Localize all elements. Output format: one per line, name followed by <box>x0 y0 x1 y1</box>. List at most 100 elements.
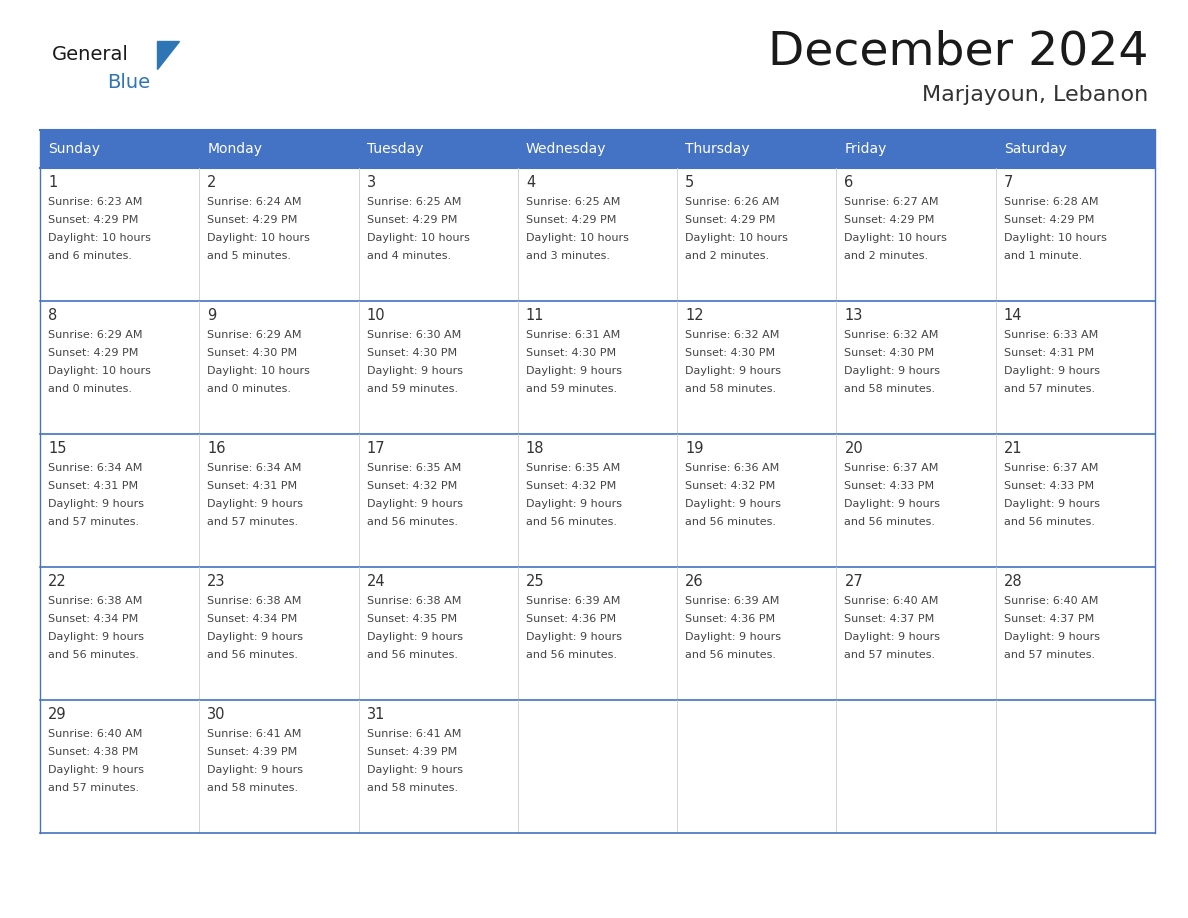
Text: Sunrise: 6:25 AM: Sunrise: 6:25 AM <box>367 197 461 207</box>
Text: 18: 18 <box>526 441 544 456</box>
Text: Daylight: 10 hours: Daylight: 10 hours <box>845 233 947 243</box>
Text: 26: 26 <box>685 574 703 589</box>
Text: and 56 minutes.: and 56 minutes. <box>845 517 935 527</box>
Text: Daylight: 9 hours: Daylight: 9 hours <box>207 632 303 642</box>
Text: Sunrise: 6:26 AM: Sunrise: 6:26 AM <box>685 197 779 207</box>
Text: 12: 12 <box>685 308 703 323</box>
Text: Sunset: 4:33 PM: Sunset: 4:33 PM <box>845 481 935 491</box>
Text: Sunset: 4:30 PM: Sunset: 4:30 PM <box>207 348 297 358</box>
Text: Sunrise: 6:38 AM: Sunrise: 6:38 AM <box>207 596 302 606</box>
Text: Sunrise: 6:29 AM: Sunrise: 6:29 AM <box>48 330 143 340</box>
Text: Daylight: 9 hours: Daylight: 9 hours <box>48 765 144 775</box>
Text: Sunset: 4:34 PM: Sunset: 4:34 PM <box>48 614 138 624</box>
Bar <box>836 700 996 833</box>
Text: Sunset: 4:29 PM: Sunset: 4:29 PM <box>207 215 298 225</box>
Text: and 57 minutes.: and 57 minutes. <box>207 517 298 527</box>
Text: Daylight: 10 hours: Daylight: 10 hours <box>207 366 310 376</box>
Text: Sunset: 4:29 PM: Sunset: 4:29 PM <box>1004 215 1094 225</box>
Text: and 59 minutes.: and 59 minutes. <box>526 384 617 394</box>
Text: Daylight: 9 hours: Daylight: 9 hours <box>207 765 303 775</box>
Text: 7: 7 <box>1004 175 1013 190</box>
Text: Daylight: 9 hours: Daylight: 9 hours <box>1004 366 1100 376</box>
Text: Daylight: 10 hours: Daylight: 10 hours <box>48 366 151 376</box>
Text: Wednesday: Wednesday <box>526 142 606 156</box>
Bar <box>40 130 1155 168</box>
Text: and 57 minutes.: and 57 minutes. <box>1004 650 1095 660</box>
Bar <box>996 301 1155 434</box>
Text: Sunday: Sunday <box>48 142 100 156</box>
Text: Thursday: Thursday <box>685 142 750 156</box>
Text: Sunset: 4:29 PM: Sunset: 4:29 PM <box>526 215 617 225</box>
Text: Sunset: 4:30 PM: Sunset: 4:30 PM <box>367 348 456 358</box>
Text: and 56 minutes.: and 56 minutes. <box>685 517 776 527</box>
Text: Daylight: 9 hours: Daylight: 9 hours <box>845 366 941 376</box>
Text: Sunset: 4:35 PM: Sunset: 4:35 PM <box>367 614 456 624</box>
Bar <box>40 700 200 833</box>
Text: General: General <box>52 46 128 64</box>
Text: 22: 22 <box>48 574 67 589</box>
Text: Daylight: 9 hours: Daylight: 9 hours <box>48 499 144 509</box>
Bar <box>836 567 996 700</box>
Bar <box>200 301 359 434</box>
Text: 5: 5 <box>685 175 695 190</box>
Text: Friday: Friday <box>845 142 886 156</box>
Text: December 2024: December 2024 <box>767 29 1148 74</box>
Text: Sunrise: 6:29 AM: Sunrise: 6:29 AM <box>207 330 302 340</box>
Text: Daylight: 9 hours: Daylight: 9 hours <box>367 499 462 509</box>
Bar <box>677 700 836 833</box>
Bar <box>40 301 200 434</box>
Text: and 56 minutes.: and 56 minutes. <box>207 650 298 660</box>
Text: Sunset: 4:29 PM: Sunset: 4:29 PM <box>48 348 138 358</box>
Text: and 57 minutes.: and 57 minutes. <box>48 517 139 527</box>
Text: and 57 minutes.: and 57 minutes. <box>845 650 936 660</box>
Text: Sunrise: 6:37 AM: Sunrise: 6:37 AM <box>1004 463 1098 473</box>
Text: Sunrise: 6:40 AM: Sunrise: 6:40 AM <box>845 596 939 606</box>
Text: 14: 14 <box>1004 308 1022 323</box>
Text: and 58 minutes.: and 58 minutes. <box>845 384 936 394</box>
Text: Daylight: 10 hours: Daylight: 10 hours <box>367 233 469 243</box>
Text: Sunset: 4:29 PM: Sunset: 4:29 PM <box>367 215 457 225</box>
Text: and 56 minutes.: and 56 minutes. <box>526 517 617 527</box>
Text: 17: 17 <box>367 441 385 456</box>
Text: Daylight: 9 hours: Daylight: 9 hours <box>845 632 941 642</box>
Text: 29: 29 <box>48 707 67 722</box>
Text: 25: 25 <box>526 574 544 589</box>
Text: 11: 11 <box>526 308 544 323</box>
Text: and 56 minutes.: and 56 minutes. <box>48 650 139 660</box>
Text: Sunrise: 6:41 AM: Sunrise: 6:41 AM <box>207 729 302 739</box>
Text: and 57 minutes.: and 57 minutes. <box>48 783 139 793</box>
Bar <box>40 434 200 567</box>
Text: Sunset: 4:39 PM: Sunset: 4:39 PM <box>207 747 297 757</box>
Text: Sunrise: 6:24 AM: Sunrise: 6:24 AM <box>207 197 302 207</box>
Bar <box>359 301 518 434</box>
Text: and 58 minutes.: and 58 minutes. <box>207 783 298 793</box>
Bar <box>359 168 518 301</box>
Text: Monday: Monday <box>207 142 263 156</box>
Text: Marjayoun, Lebanon: Marjayoun, Lebanon <box>922 85 1148 105</box>
Text: 27: 27 <box>845 574 864 589</box>
Text: Sunrise: 6:40 AM: Sunrise: 6:40 AM <box>48 729 143 739</box>
Text: Daylight: 9 hours: Daylight: 9 hours <box>48 632 144 642</box>
Text: and 1 minute.: and 1 minute. <box>1004 251 1082 261</box>
Text: Sunset: 4:32 PM: Sunset: 4:32 PM <box>367 481 457 491</box>
Bar <box>836 168 996 301</box>
Bar <box>996 168 1155 301</box>
Text: and 56 minutes.: and 56 minutes. <box>685 650 776 660</box>
Text: Sunset: 4:34 PM: Sunset: 4:34 PM <box>207 614 297 624</box>
Text: Daylight: 9 hours: Daylight: 9 hours <box>1004 632 1100 642</box>
Text: Sunset: 4:29 PM: Sunset: 4:29 PM <box>845 215 935 225</box>
Text: Sunset: 4:39 PM: Sunset: 4:39 PM <box>367 747 457 757</box>
Text: Daylight: 9 hours: Daylight: 9 hours <box>685 366 782 376</box>
Bar <box>518 434 677 567</box>
Text: Sunrise: 6:39 AM: Sunrise: 6:39 AM <box>526 596 620 606</box>
Text: and 6 minutes.: and 6 minutes. <box>48 251 132 261</box>
Text: Sunset: 4:30 PM: Sunset: 4:30 PM <box>685 348 776 358</box>
Text: and 59 minutes.: and 59 minutes. <box>367 384 457 394</box>
Text: 21: 21 <box>1004 441 1023 456</box>
Text: 30: 30 <box>207 707 226 722</box>
Text: Daylight: 9 hours: Daylight: 9 hours <box>207 499 303 509</box>
Text: 3: 3 <box>367 175 375 190</box>
Bar <box>677 434 836 567</box>
Text: 8: 8 <box>48 308 57 323</box>
Text: Daylight: 9 hours: Daylight: 9 hours <box>526 366 621 376</box>
